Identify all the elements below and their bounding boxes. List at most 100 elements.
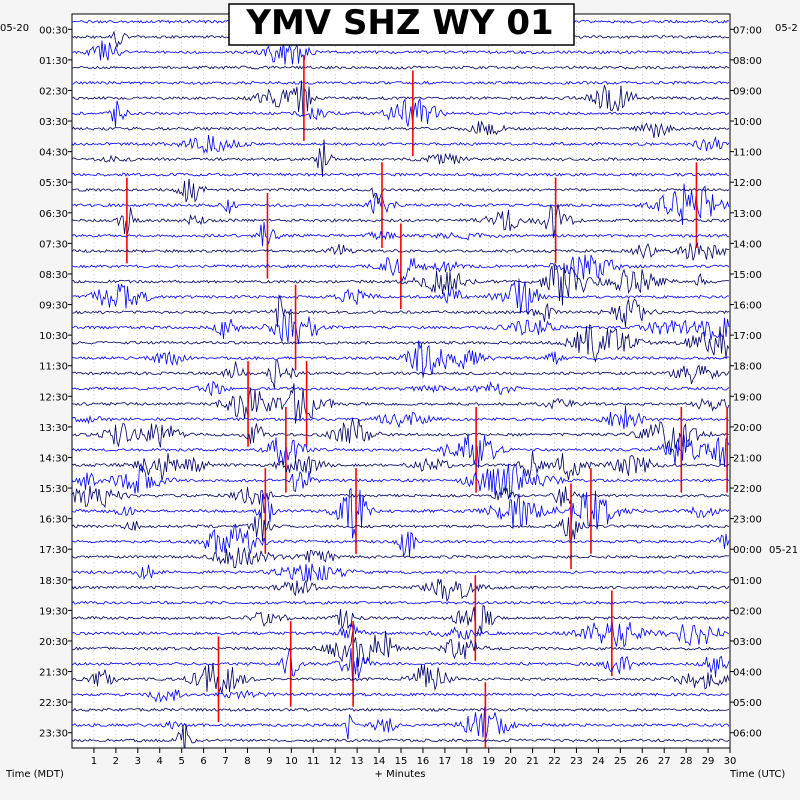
left-time-label: 02:30 xyxy=(39,86,68,97)
trace-row xyxy=(72,618,730,648)
trace-row xyxy=(72,254,730,282)
right-time-label: 05:00 xyxy=(733,698,762,709)
trace-row xyxy=(72,242,730,261)
x-tick-label: 22 xyxy=(548,756,561,767)
left-time-label: 15:30 xyxy=(39,484,68,495)
left-time-label: 17:30 xyxy=(39,545,68,556)
trace-row xyxy=(72,463,730,499)
trace-row xyxy=(72,689,730,703)
x-tick-label: 23 xyxy=(570,756,583,767)
left-time-label: 12:30 xyxy=(39,392,68,403)
x-tick-label: 19 xyxy=(482,756,495,767)
right-date-label: 05-2 xyxy=(775,23,798,34)
trace-row xyxy=(72,203,730,238)
trace-row xyxy=(72,662,730,694)
trace-row xyxy=(72,134,730,154)
x-tick-label: 10 xyxy=(285,756,298,767)
left-time-label: 22:30 xyxy=(39,698,68,709)
trace-row xyxy=(72,707,730,740)
x-tick-label: 18 xyxy=(460,756,473,767)
left-time-label: 23:30 xyxy=(39,729,68,740)
right-time-label: 03:00 xyxy=(733,637,762,648)
right-time-label: 22:00 xyxy=(733,484,762,495)
trace-row xyxy=(72,563,730,582)
left-date-label: 05-20 xyxy=(0,23,29,34)
left-time-label: 03:30 xyxy=(39,117,68,128)
trace-row xyxy=(72,383,730,424)
x-tick-label: 14 xyxy=(373,756,386,767)
trace-row xyxy=(72,432,730,468)
right-time-label: 17:00 xyxy=(733,331,762,342)
right-time-label: 15:00 xyxy=(733,270,762,281)
right-time-label: 09:00 xyxy=(733,86,762,97)
trace-row xyxy=(72,485,730,509)
trace-row xyxy=(72,120,730,138)
x-tick-label: 16 xyxy=(417,756,430,767)
trace-row xyxy=(72,340,730,378)
left-time-label: 06:30 xyxy=(39,209,68,220)
trace-row xyxy=(72,604,730,635)
plot-area xyxy=(71,13,731,749)
left-time-label: 14:30 xyxy=(39,453,68,464)
trace-row xyxy=(72,65,730,70)
trace-row xyxy=(72,183,730,226)
x-tick-label: 30 xyxy=(724,756,737,767)
x-tick-label: 24 xyxy=(592,756,605,767)
left-time-label: 00:30 xyxy=(39,25,68,36)
trace-row xyxy=(72,262,730,306)
trace-row xyxy=(72,324,730,363)
trace-row xyxy=(72,97,730,127)
trace-row xyxy=(72,221,730,247)
left-time-label: 08:30 xyxy=(39,270,68,281)
trace-row xyxy=(72,80,730,85)
trace-row xyxy=(72,487,730,539)
trace-row xyxy=(72,648,730,682)
left-axis-label: Time (MDT) xyxy=(5,769,64,780)
right-time-label: 04:00 xyxy=(733,668,762,679)
trace-row xyxy=(72,178,730,205)
right-time-label: 01:00 xyxy=(733,576,762,587)
right-time-label: 14:00 xyxy=(733,239,762,250)
trace-row xyxy=(72,578,730,603)
x-tick-label: 13 xyxy=(351,756,364,767)
right-time-label: 11:00 xyxy=(733,148,762,159)
right-time-label: 21:00 xyxy=(733,453,762,464)
trace-row xyxy=(72,512,730,542)
x-tick-label: 1 xyxy=(91,756,97,767)
x-tick-label: 4 xyxy=(157,756,163,767)
trace-row xyxy=(72,723,730,748)
trace-row xyxy=(72,600,730,605)
right-time-label: 20:00 xyxy=(733,423,762,434)
trace-row xyxy=(72,405,729,430)
x-tick-label: 5 xyxy=(178,756,184,767)
x-tick-label: 12 xyxy=(329,756,342,767)
title-box xyxy=(228,3,575,46)
trace-row xyxy=(72,278,730,314)
right-time-label: 08:00 xyxy=(733,56,762,67)
left-time-label: 16:30 xyxy=(39,515,68,526)
left-time-label: 01:30 xyxy=(39,56,68,67)
right-time-label: 12:00 xyxy=(733,178,762,189)
x-tick-label: 28 xyxy=(680,756,693,767)
chart-title: YMV SHZ WY 01 xyxy=(245,3,553,43)
x-tick-label: 9 xyxy=(266,756,272,767)
trace-row xyxy=(72,294,730,328)
trace-row xyxy=(72,80,730,117)
x-tick-label: 20 xyxy=(504,756,517,767)
x-tick-label: 15 xyxy=(395,756,408,767)
right-time-label: 18:00 xyxy=(733,362,762,373)
right-time-label: 06:00 xyxy=(733,729,762,740)
x-tick-label: 26 xyxy=(636,756,649,767)
trace-row xyxy=(72,139,730,177)
x-tick-label: 25 xyxy=(614,756,627,767)
x-tick-label: 27 xyxy=(658,756,671,767)
x-tick-label: 17 xyxy=(438,756,451,767)
left-time-label: 11:30 xyxy=(39,362,68,373)
left-time-label: 19:30 xyxy=(39,606,68,617)
left-time-label: 04:30 xyxy=(39,148,68,159)
right-time-label: 00:00 xyxy=(733,545,762,556)
right-time-label: 16:00 xyxy=(733,301,762,312)
trace-row xyxy=(72,418,730,453)
trace-row xyxy=(72,546,730,569)
left-time-label: 13:30 xyxy=(39,423,68,434)
